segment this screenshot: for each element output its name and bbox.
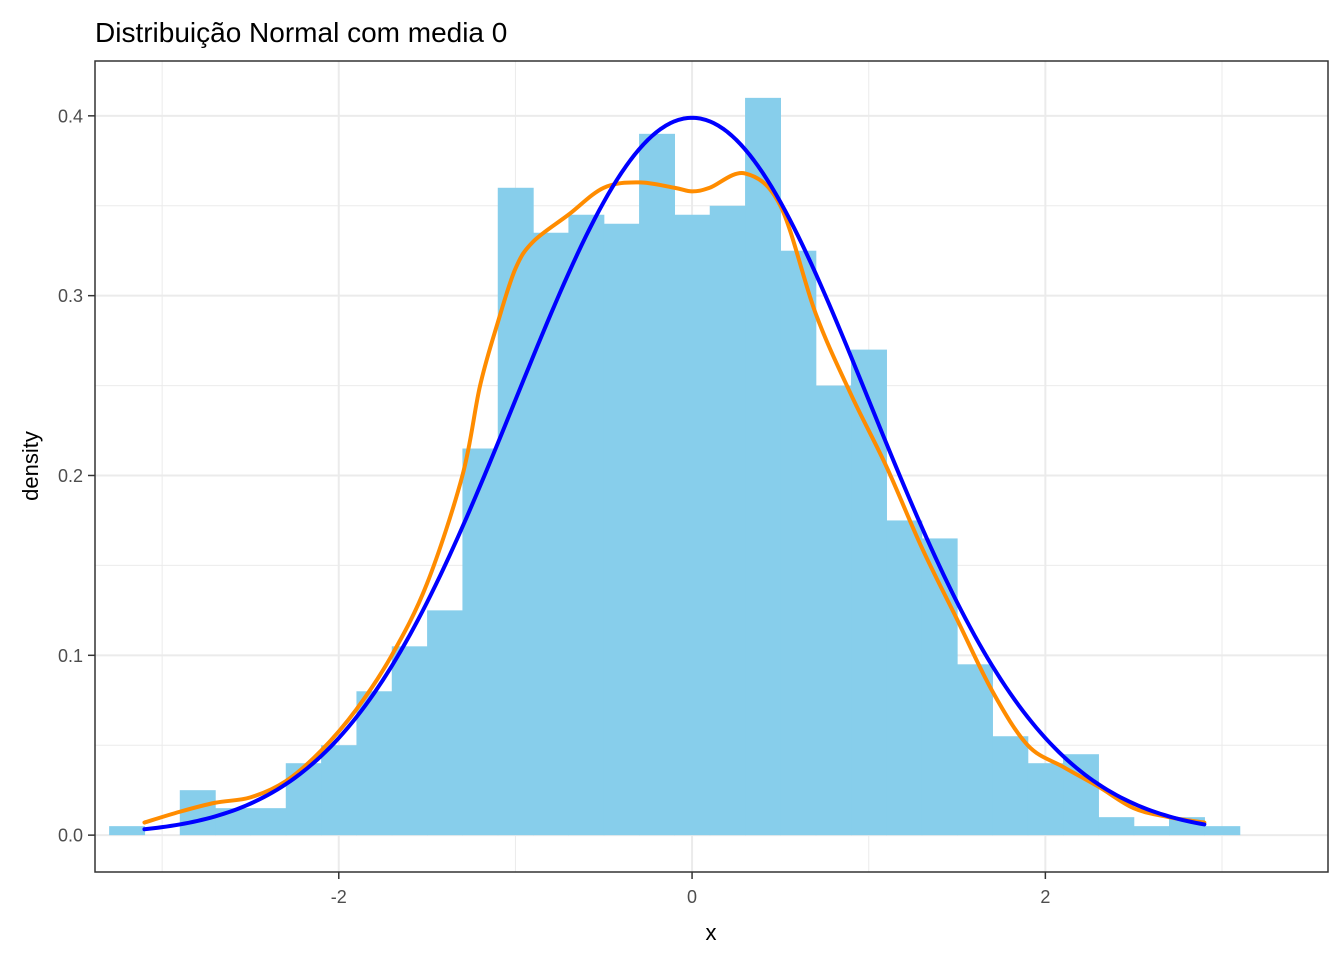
histogram-bar bbox=[497, 187, 534, 836]
x-tick-label: 0 bbox=[687, 887, 697, 907]
histogram-bar bbox=[639, 133, 676, 836]
histogram-bar bbox=[674, 214, 711, 836]
histogram-bar bbox=[109, 826, 146, 836]
histogram-bar bbox=[709, 205, 746, 836]
histogram-bar bbox=[285, 763, 322, 836]
plot-panel-border bbox=[94, 60, 1329, 873]
histogram-bar bbox=[1027, 763, 1064, 836]
chart-title: Distribuição Normal com media 0 bbox=[95, 17, 507, 48]
normal-density-line bbox=[142, 115, 1207, 832]
y-axis: 0.0 0.1 0.2 0.3 0.4 bbox=[58, 106, 95, 846]
histogram-bar bbox=[745, 97, 781, 836]
x-axis: -2 0 2 bbox=[331, 872, 1050, 907]
histogram-bar bbox=[391, 646, 428, 836]
histogram-bar bbox=[356, 691, 393, 836]
histogram-bar bbox=[568, 214, 605, 836]
histogram-bar bbox=[603, 223, 640, 836]
y-tick-label: 0.4 bbox=[58, 106, 83, 126]
histogram-bar bbox=[1133, 826, 1170, 836]
histogram-bar bbox=[462, 448, 499, 836]
histogram-bar bbox=[1098, 817, 1135, 836]
histogram-bar bbox=[1063, 754, 1099, 836]
y-axis-title: density bbox=[18, 431, 43, 501]
histogram-bar bbox=[886, 520, 923, 836]
histogram-bar bbox=[992, 736, 1029, 836]
x-tick-label: 2 bbox=[1040, 887, 1050, 907]
y-tick-label: 0.3 bbox=[58, 286, 83, 306]
histogram-bar bbox=[780, 250, 817, 836]
histogram-bar bbox=[427, 610, 464, 836]
histogram-bar bbox=[851, 349, 887, 836]
histogram-bar bbox=[815, 385, 852, 836]
y-tick-label: 0.1 bbox=[58, 646, 83, 666]
histogram-bar bbox=[250, 808, 287, 836]
histogram-bar bbox=[533, 232, 570, 836]
histogram-bar bbox=[321, 745, 358, 836]
empirical-density-line bbox=[142, 171, 1207, 825]
y-tick-label: 0.2 bbox=[58, 466, 83, 486]
histogram-bar bbox=[179, 790, 216, 836]
x-tick-label: -2 bbox=[331, 887, 347, 907]
histogram-bar bbox=[957, 664, 993, 836]
x-axis-title: x bbox=[706, 920, 717, 945]
y-tick-label: 0.0 bbox=[58, 826, 83, 846]
histogram-bar bbox=[1204, 826, 1241, 836]
